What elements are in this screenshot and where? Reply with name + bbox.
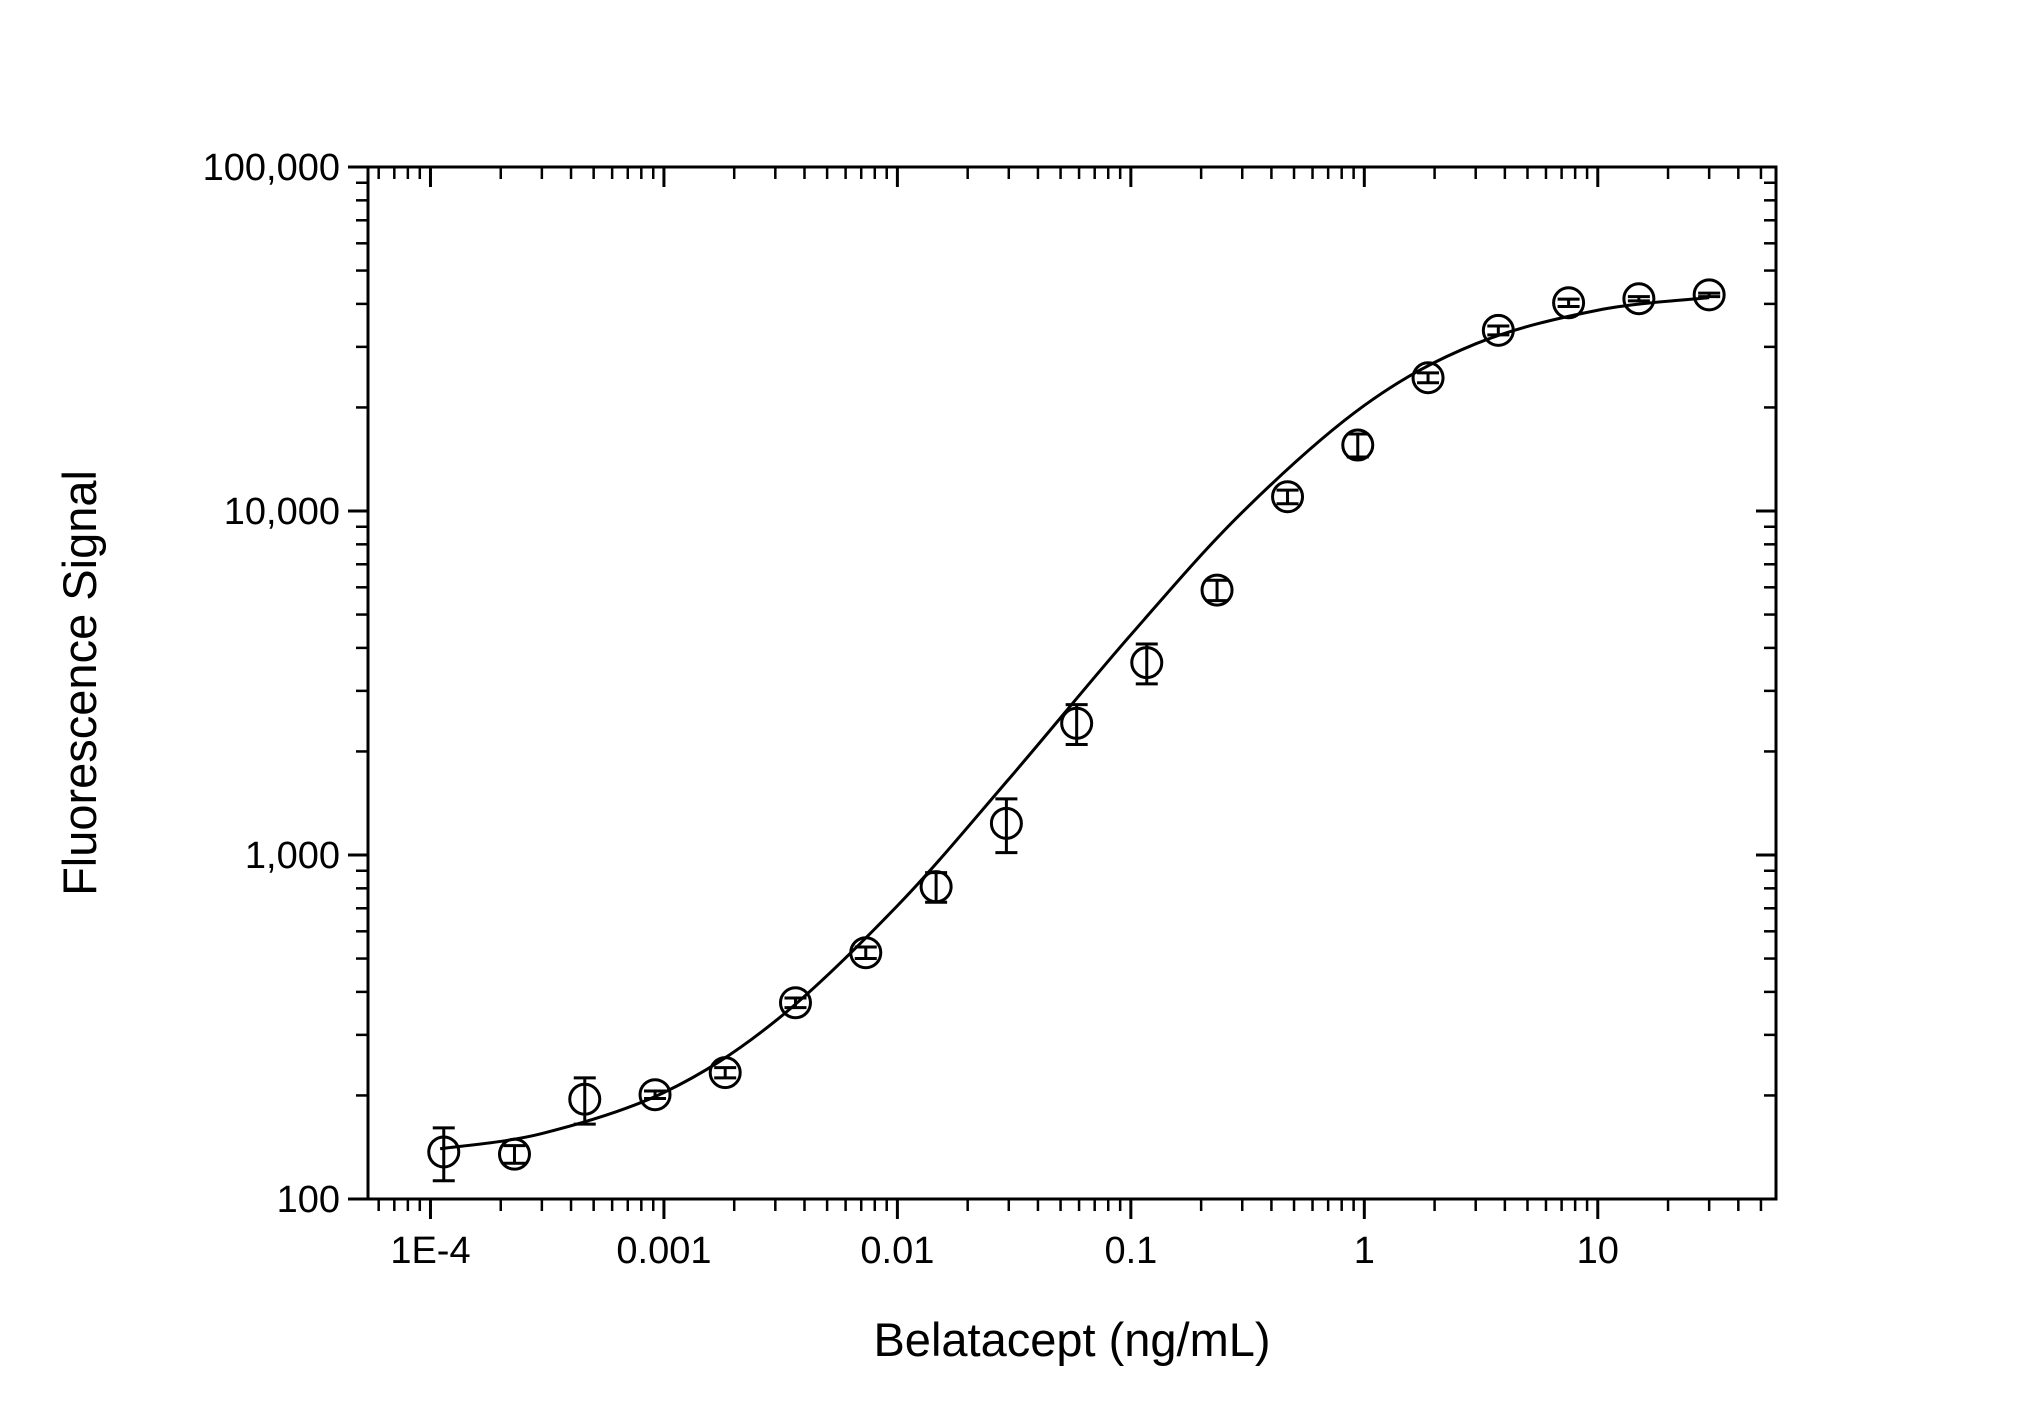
data-point xyxy=(1060,706,1094,740)
error-bar xyxy=(1487,324,1510,337)
x-tick-label: 1E-4 xyxy=(390,1230,470,1272)
x-tick-label: 10 xyxy=(1577,1230,1619,1272)
x-axis-title: Belatacept (ng/mL) xyxy=(873,1313,1270,1366)
data-point xyxy=(1481,313,1515,347)
x-tick-label: 0.001 xyxy=(616,1230,711,1272)
error-bar xyxy=(784,996,807,1010)
y-tick-label: 1,000 xyxy=(245,835,340,877)
data-point xyxy=(427,1135,461,1169)
x-tick-label: 0.1 xyxy=(1104,1230,1157,1272)
x-tick-label: 1 xyxy=(1354,1230,1375,1272)
error-bar xyxy=(644,1089,667,1100)
error-bar xyxy=(1417,371,1440,385)
error-bar xyxy=(714,1066,737,1080)
error-bar xyxy=(1698,291,1721,299)
data-point xyxy=(638,1078,672,1112)
data-point xyxy=(1692,278,1726,312)
data-point xyxy=(1271,480,1305,514)
error-bar xyxy=(854,945,877,961)
data-point xyxy=(708,1056,742,1090)
y-axis-title: Fluorescence Signal xyxy=(53,470,106,896)
error-bar xyxy=(1276,488,1299,506)
data-point xyxy=(919,870,953,904)
data-point xyxy=(1552,286,1586,320)
error-bar xyxy=(503,1144,526,1165)
plot-frame xyxy=(366,165,1778,1201)
y-tick-label: 100,000 xyxy=(203,147,340,189)
x-tick-label: 0.01 xyxy=(860,1230,934,1272)
error-bar xyxy=(1206,578,1229,603)
error-bar xyxy=(1627,295,1650,303)
error-bar xyxy=(1346,432,1369,459)
data-point xyxy=(778,986,812,1020)
y-tick-label: 100 xyxy=(277,1179,340,1221)
data-point xyxy=(1341,428,1375,462)
data-point xyxy=(849,936,883,970)
data-point xyxy=(1622,282,1656,316)
data-point xyxy=(1130,646,1164,680)
error-bar xyxy=(1557,297,1580,309)
data-point xyxy=(1200,573,1234,607)
fit-curve xyxy=(439,296,1710,1151)
data-point xyxy=(1411,361,1445,395)
data-point xyxy=(989,806,1023,840)
data-point xyxy=(497,1137,531,1171)
y-tick-label: 10,000 xyxy=(224,491,340,533)
data-point xyxy=(568,1082,602,1116)
